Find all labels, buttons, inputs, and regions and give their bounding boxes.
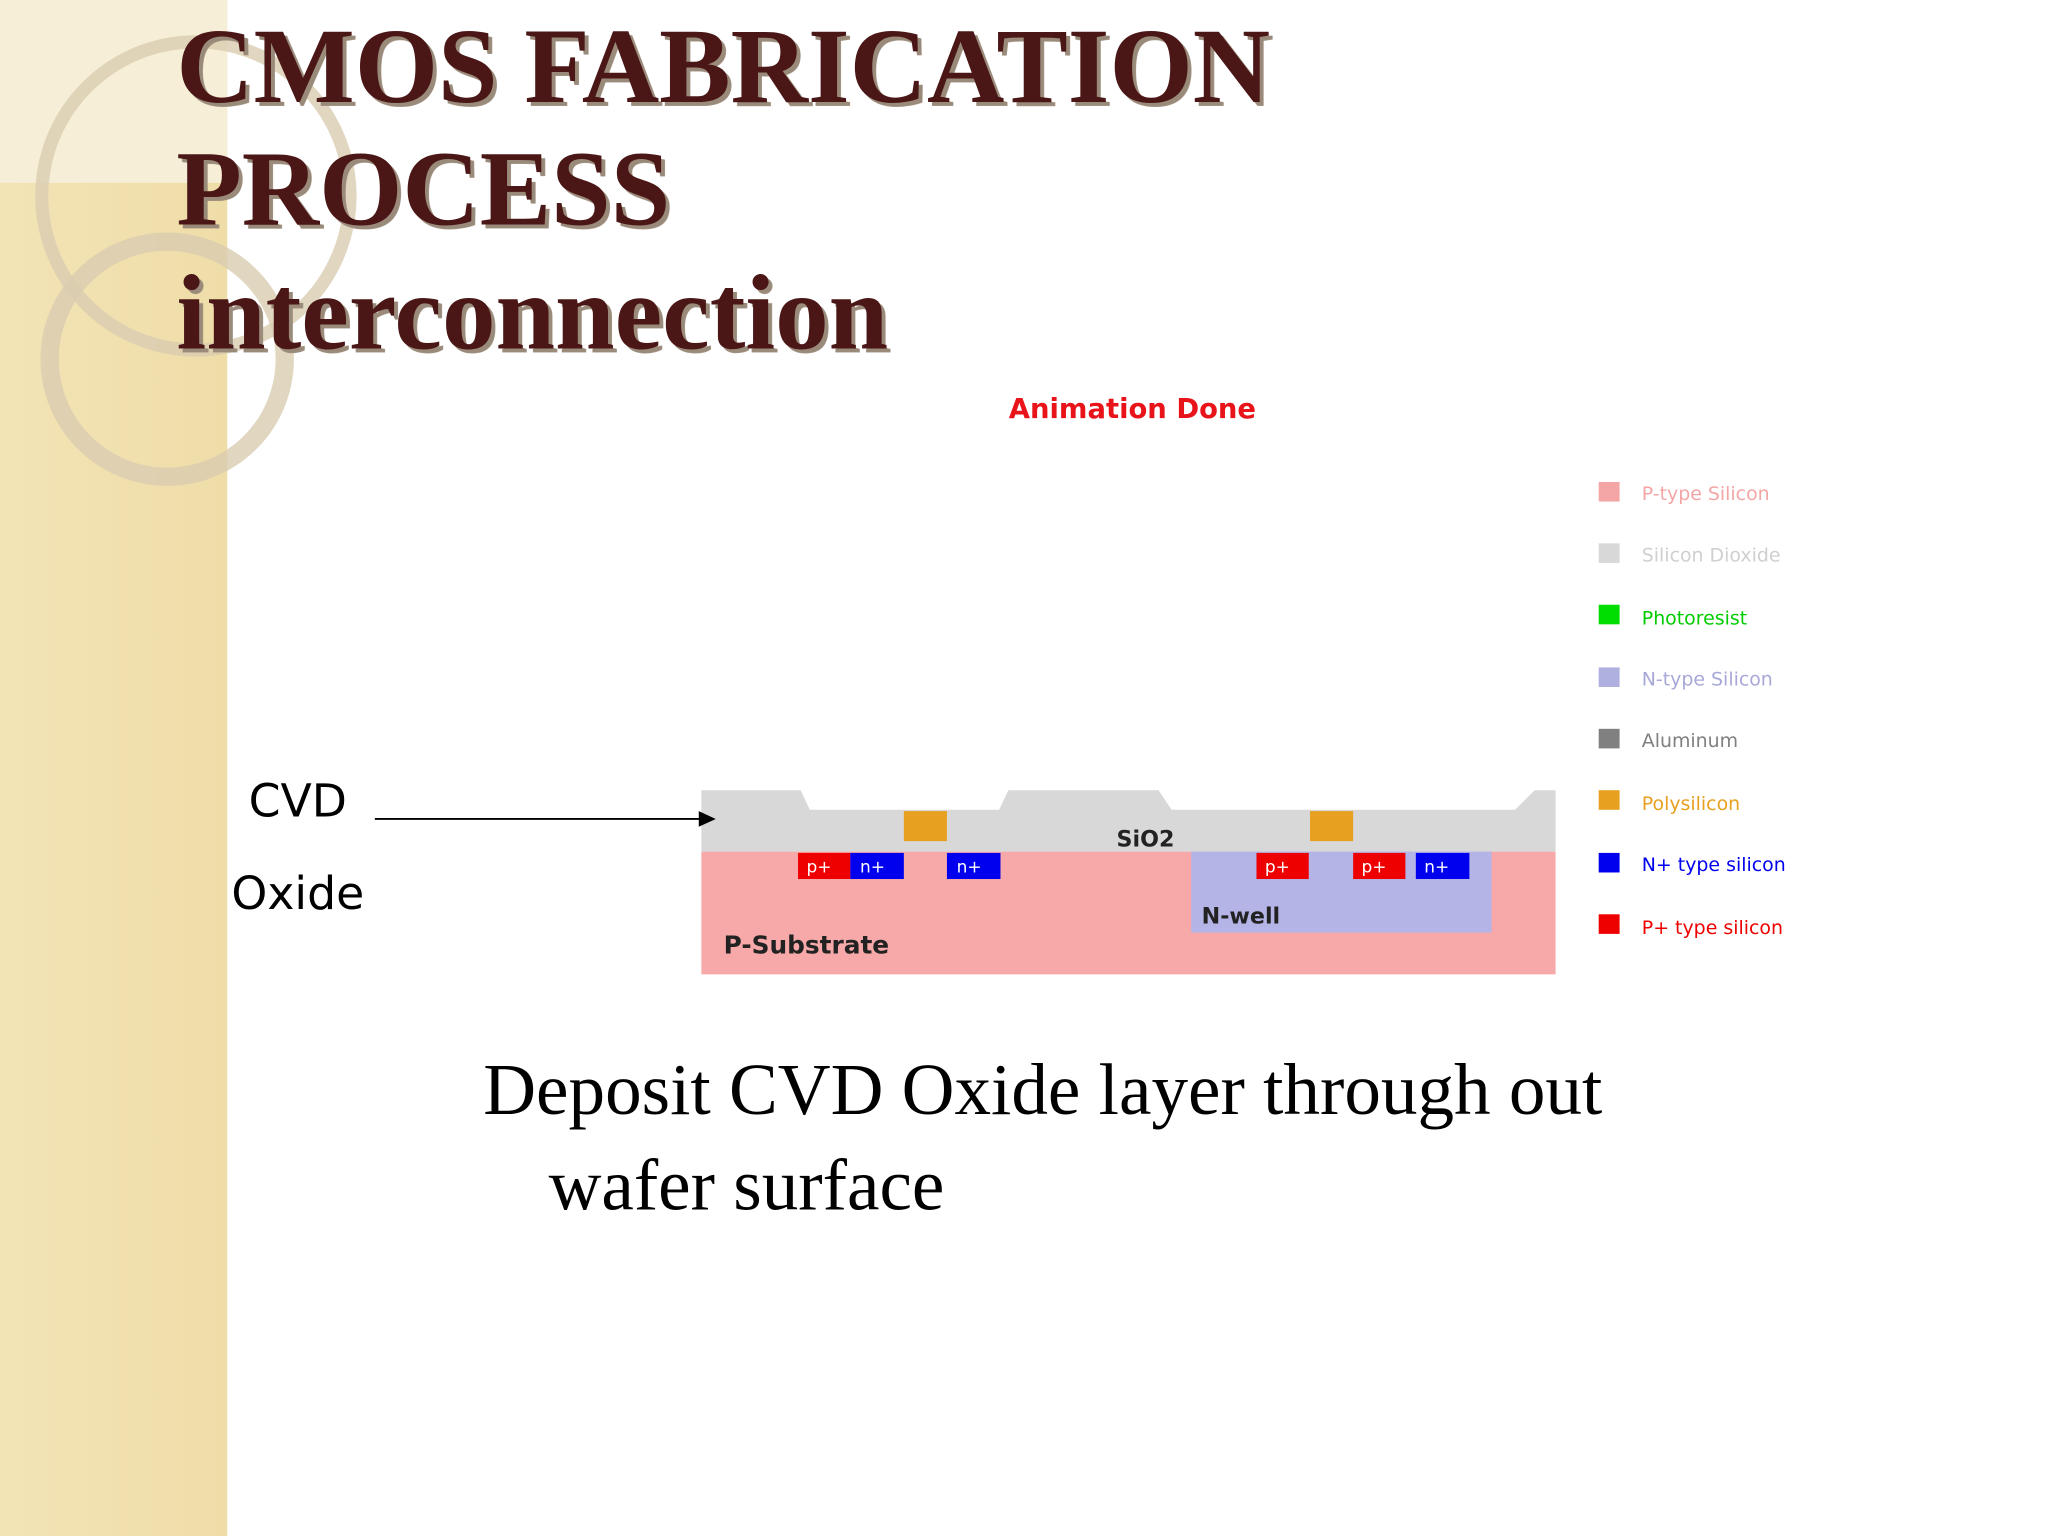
annotation-line: Oxide — [231, 867, 364, 920]
legend-swatch — [1598, 728, 1620, 749]
legend-label: P+ type silicon — [1642, 917, 1783, 939]
legend-label: Polysilicon — [1642, 793, 1740, 815]
body-line: wafer surface — [549, 1144, 945, 1225]
title-line: CMOS FABRICATION — [176, 8, 1270, 126]
n-plus — [1415, 852, 1470, 880]
legend-label: Photoresist — [1642, 607, 1747, 629]
substrate-label: P-Substrate — [724, 930, 890, 959]
region-label: n+ — [860, 857, 885, 877]
n-plus — [850, 852, 904, 880]
corner-panel — [0, 0, 228, 183]
oxide-label: SiO2 — [1117, 826, 1175, 852]
deco-ring — [35, 35, 357, 357]
polysilicon — [903, 811, 947, 842]
n-plus — [946, 852, 1001, 880]
legend-swatch — [1598, 790, 1620, 810]
title-line: PROCESS — [176, 131, 670, 249]
legend-label: N-type Silicon — [1642, 669, 1773, 691]
region-label: p+ — [1265, 857, 1290, 877]
region-label: n+ — [1424, 857, 1449, 877]
legend-swatch — [1598, 914, 1620, 934]
polysilicon — [1310, 811, 1354, 842]
legend-swatch — [1598, 481, 1620, 502]
well-label: N-well — [1202, 903, 1281, 929]
region-label: n+ — [957, 857, 982, 877]
legend-swatch — [1598, 667, 1620, 688]
legend: P-type Silicon Silicon Dioxide Photoresi… — [1598, 481, 1786, 939]
p-plus — [1256, 852, 1309, 880]
annotation-line: CVD — [249, 774, 347, 827]
legend-swatch — [1598, 604, 1620, 625]
body-line: Deposit CVD Oxide layer through out — [483, 1049, 1602, 1130]
legend-swatch — [1598, 852, 1620, 873]
legend-swatch — [1598, 543, 1620, 563]
region-label: p+ — [806, 857, 831, 877]
arrow-head — [698, 811, 716, 827]
title-line: interconnection — [176, 255, 888, 373]
legend-label: Silicon Dioxide — [1642, 545, 1781, 567]
region-label: p+ — [1362, 857, 1387, 877]
p-plus — [1353, 852, 1406, 880]
deco-ring — [40, 232, 294, 486]
animation-status: Animation Done — [1009, 394, 1256, 425]
legend-label: N+ type silicon — [1642, 854, 1786, 876]
legend-label: Aluminum — [1642, 730, 1738, 752]
legend-label: P-type Silicon — [1642, 483, 1770, 505]
p-plus — [798, 852, 851, 880]
